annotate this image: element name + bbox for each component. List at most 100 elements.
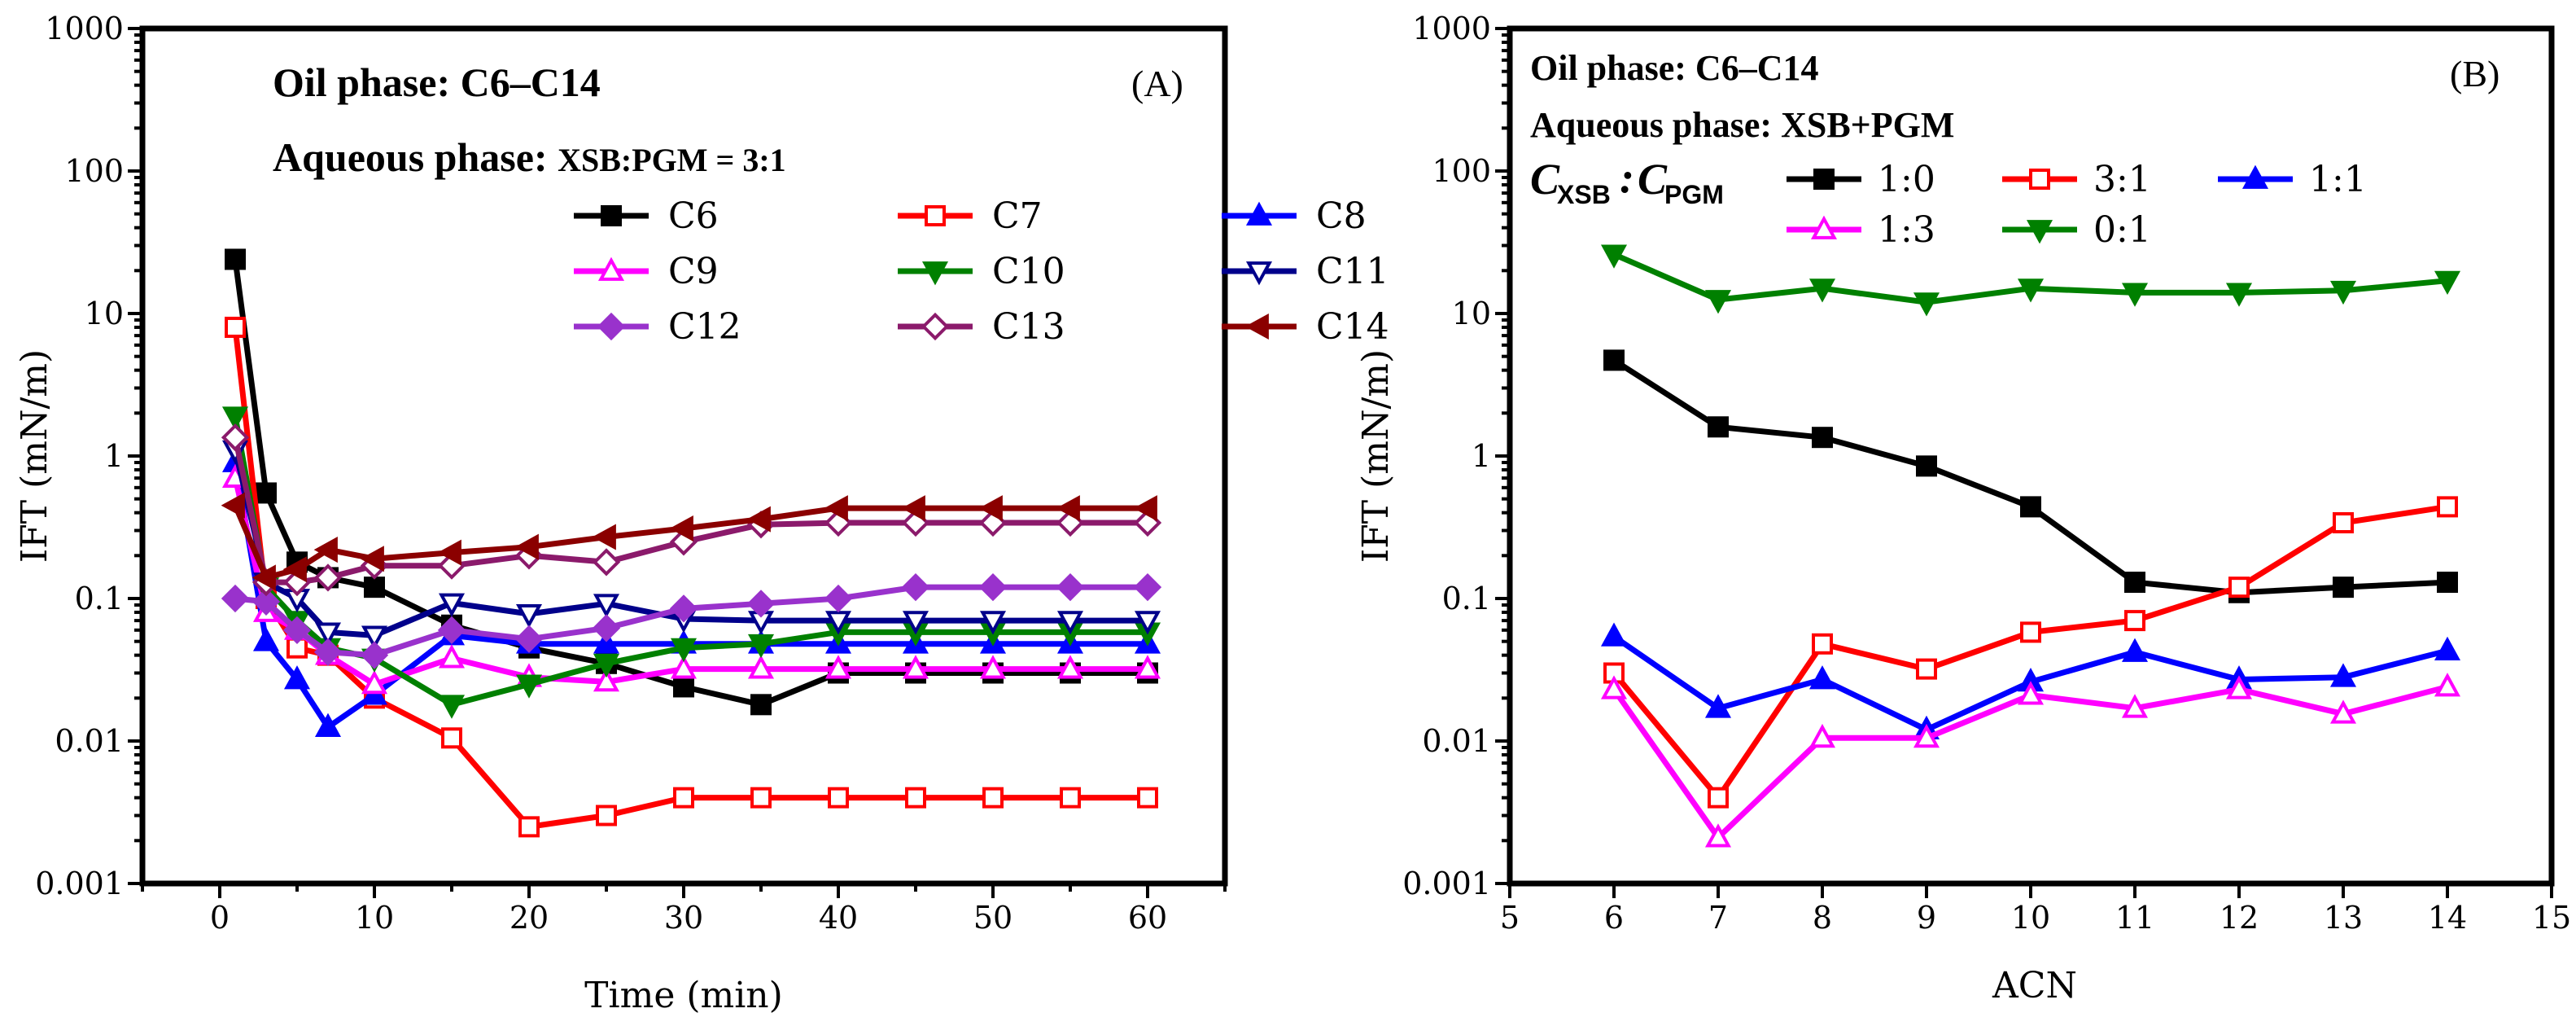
data-point-C11 [824, 611, 852, 635]
data-point-1-1 [1704, 694, 1732, 718]
data-point-C11 [438, 593, 466, 617]
data-point-C10 [670, 638, 698, 663]
data-point-C14 [824, 495, 848, 522]
x-tick-label: 10 [2011, 900, 2050, 936]
data-point-C12 [437, 616, 466, 644]
data-point-C10 [747, 634, 775, 659]
x-tick-label: 6 [1604, 900, 1624, 936]
data-point-1-1 [2434, 636, 2461, 661]
legend-marker-1-1 [2241, 164, 2269, 189]
data-point-C14 [978, 495, 1003, 522]
data-point-C7 [673, 787, 694, 809]
data-point-3-1 [2124, 610, 2145, 632]
legend-marker-3-1 [2029, 169, 2050, 190]
legend-marker-C14 [1244, 313, 1269, 340]
x-tick-label: 7 [1708, 900, 1728, 936]
data-point-1-0 [1603, 349, 1625, 371]
panel-a-plot-content [221, 248, 1162, 838]
data-point-C9 [1134, 655, 1161, 679]
data-point-C14 [1056, 495, 1080, 522]
ratio-colon: : [1620, 153, 1634, 202]
y-tick-label: 0.01 [55, 723, 124, 759]
panel-b-oil-phase-note: Oil phase: C6–C14 [1530, 48, 1818, 88]
x-tick-label: 20 [510, 900, 549, 936]
data-point-C12 [746, 590, 776, 618]
y-tick-label: 100 [64, 153, 124, 189]
data-point-C14 [437, 539, 461, 566]
ratio-c-pgm: C [1638, 155, 1668, 204]
data-point-C9 [747, 655, 775, 679]
x-tick-label: 50 [973, 900, 1012, 936]
data-point-0-1 [2434, 270, 2461, 296]
x-tick-label: 9 [1917, 900, 1936, 936]
data-point-C12 [901, 573, 930, 602]
legend-label-C13: C13 [992, 306, 1065, 348]
legend-label-3-1: 3:1 [2093, 159, 2151, 200]
legend-label-C11: C11 [1316, 251, 1389, 292]
ratio-sub-pgm: PGM [1664, 180, 1724, 209]
data-point-C12 [514, 625, 544, 653]
data-point-C11 [361, 625, 388, 650]
panel-a-aqueous-phase-note: Aqueous phase: XSB:PGM = 3:1 [273, 134, 786, 180]
y-tick-label: 1 [104, 438, 124, 474]
data-point-C11 [979, 611, 1007, 635]
data-point-C9 [902, 655, 929, 679]
panel-a-ticks: 0 10 20 30 40 50 60 0.001 0.01 0.1 1 10 100 1000 [35, 11, 1227, 936]
data-point-C6 [364, 577, 385, 598]
data-point-0-1 [2225, 283, 2253, 307]
series-line-1-0 [1612, 357, 2448, 596]
y-tick-label: 0.001 [1402, 866, 1491, 901]
data-point-C12 [1133, 573, 1162, 602]
x-tick-label: 0 [210, 900, 230, 936]
data-point-C12 [978, 573, 1008, 602]
data-point-1-3 [1913, 723, 1940, 748]
x-tick-label: 10 [355, 900, 394, 936]
panel-b-aqueous-phase-note: Aqueous phase: XSB+PGM [1530, 105, 1954, 145]
data-point-1-3 [1808, 723, 1836, 748]
data-point-1-0 [1916, 455, 1937, 477]
data-point-C14 [669, 515, 693, 542]
data-point-C9 [670, 655, 698, 679]
legend-marker-C10 [921, 261, 949, 286]
y-tick-label: 10 [1452, 296, 1491, 331]
x-tick-label: 15 [2532, 900, 2571, 936]
data-point-3-1 [1916, 658, 1937, 680]
legend-label-C12: C12 [668, 306, 741, 348]
data-point-1-1 [1600, 622, 1628, 647]
panel-a-y-axis-title: IFT (mN/m) [14, 349, 55, 563]
panel-b-label: (B) [2450, 53, 2499, 94]
data-point-C10 [221, 406, 249, 431]
panel-a-aqueous-main: Aqueous phase: [273, 134, 558, 180]
y-tick-label: 1000 [1412, 11, 1491, 46]
y-tick-label: 0.001 [35, 866, 124, 901]
data-point-C9 [361, 669, 388, 695]
data-point-1-3 [1600, 675, 1628, 699]
data-point-C12 [221, 584, 250, 613]
data-point-C11 [314, 622, 342, 647]
data-point-C10 [438, 695, 466, 719]
legend-marker-C8 [1245, 201, 1273, 226]
data-point-3-1 [1812, 633, 1833, 655]
data-point-C9 [979, 655, 1007, 679]
data-point-C7 [1060, 787, 1081, 809]
data-point-C8 [314, 712, 342, 737]
panel-b-x-axis-title: ACN [1992, 965, 2077, 1006]
data-point-1-0 [2124, 572, 2145, 594]
data-point-1-0 [2333, 577, 2354, 598]
legend-marker-C7 [925, 205, 946, 226]
data-point-C7 [596, 805, 617, 826]
data-point-C7 [1137, 787, 1158, 809]
legend-label-C14: C14 [1316, 306, 1389, 348]
y-tick-label: 10 [85, 296, 124, 331]
data-point-0-1 [1704, 290, 1732, 314]
y-tick-label: 0.1 [75, 581, 124, 616]
series-line-3-1 [1612, 503, 2448, 801]
data-point-C10 [515, 674, 543, 699]
data-point-3-1 [2333, 511, 2354, 533]
data-point-1-0 [1812, 427, 1833, 449]
ratio-sub-xsb: XSB [1557, 180, 1611, 209]
legend-marker-0-1 [2026, 220, 2053, 244]
legend-label-1-0: 1:0 [1878, 159, 1935, 200]
